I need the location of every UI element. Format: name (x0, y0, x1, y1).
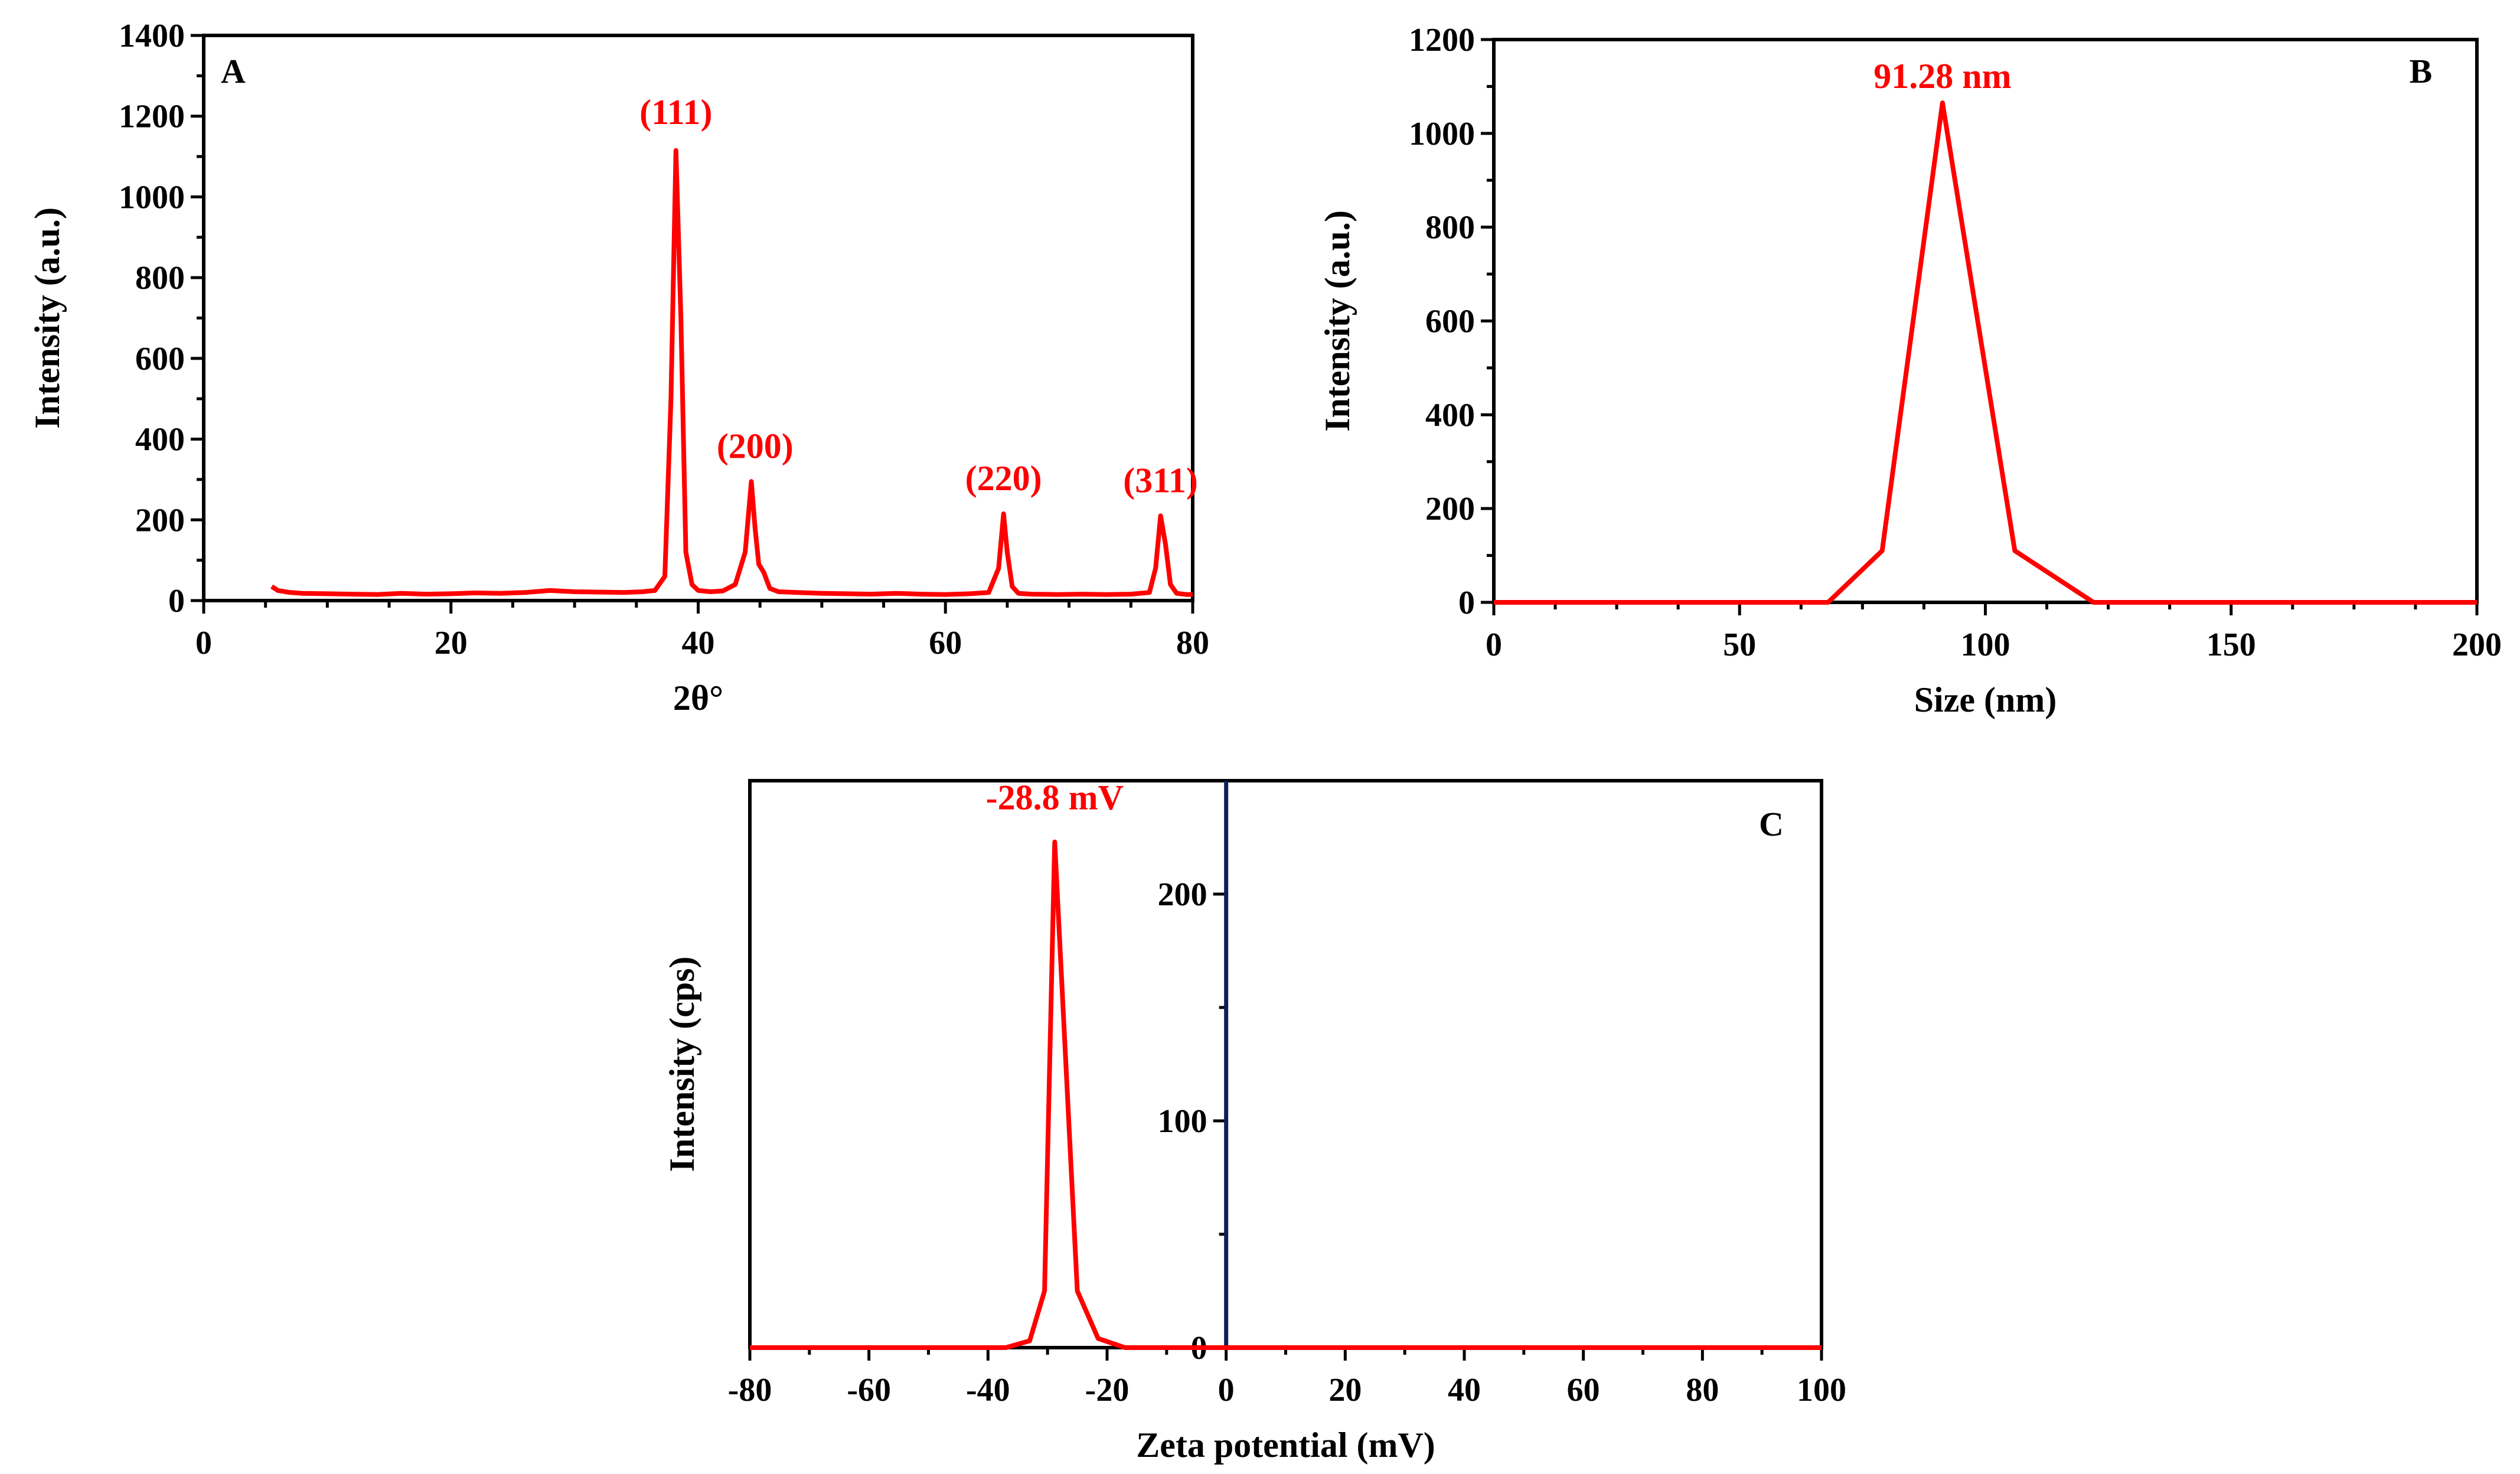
chart-panel-a: 0 20 40 60 800200400600800100012001400(111)(… (28, 18, 1209, 718)
x-tick-label: 80 (1176, 625, 1209, 661)
series-line-zeta (750, 839, 1822, 1350)
chart-panel-b: 0 50 100 150 200 0 200 400 600 800 1000 1200 91.28 n… (1318, 22, 2502, 719)
y-tick-label: 200 (135, 502, 185, 539)
x-tick-label: 100 (1797, 1372, 1846, 1408)
peak-annotation: (111) (639, 93, 712, 132)
x-tick-label: 60 (929, 625, 962, 661)
y-tick-label: 800 (1425, 210, 1475, 246)
peak-annotation: -28.8 mV (986, 778, 1124, 817)
x-tick-label: 60 (1567, 1372, 1600, 1408)
x-tick-label: 100 (1961, 627, 2010, 663)
y-tick-label: 800 (135, 260, 185, 296)
panel-label: C (1759, 805, 1784, 843)
x-tick-label: 20 (435, 625, 468, 661)
y-tick-label: 400 (1425, 397, 1475, 433)
peak-annotation: (200) (717, 426, 794, 465)
y-tick-label: 600 (1425, 304, 1475, 340)
x-axis-title: Size (nm) (1914, 680, 2057, 719)
peak-annotation: (220) (965, 459, 1042, 498)
y-tick-label: 0 (1458, 585, 1475, 621)
y-axis-title: Intensity (a.u.) (1318, 210, 1357, 432)
x-tick-label: 50 (1723, 627, 1756, 663)
x-tick-label: 80 (1686, 1372, 1719, 1408)
plot-frame (1492, 38, 2479, 604)
x-tick-label: -80 (728, 1372, 772, 1408)
x-axis-title: 2θ° (673, 679, 723, 718)
y-tick-label: 1000 (1409, 116, 1475, 152)
y-tick-label: 1400 (119, 18, 185, 54)
x-tick-label: 0 (1218, 1372, 1235, 1408)
y-tick-label: 1200 (1409, 22, 1475, 58)
panel-label: A (221, 52, 246, 90)
y-tick-label: 400 (135, 422, 185, 458)
peak-annotation: (311) (1123, 461, 1198, 500)
peak-annotation: 91.28 nm (1873, 57, 2011, 96)
x-tick-label: 40 (682, 625, 715, 661)
x-tick-label: 150 (2206, 627, 2256, 663)
x-tick-label: 40 (1448, 1372, 1481, 1408)
x-tick-label: -20 (1085, 1372, 1130, 1408)
x-tick-label: 0 (1486, 627, 1502, 663)
y-tick-label: 0 (168, 583, 185, 619)
x-axis-title: Zeta potential (mV) (1136, 1426, 1435, 1465)
y-tick-label: 100 (1158, 1103, 1207, 1140)
y-tick-label: 1000 (119, 179, 185, 216)
y-tick-label: 200 (1158, 876, 1207, 913)
y-tick-label: 200 (1425, 491, 1475, 527)
x-tick-label: 20 (1328, 1372, 1362, 1408)
plot-frame (748, 779, 1823, 1349)
y-tick-label: 600 (135, 341, 185, 377)
series-line-dls (1494, 100, 2477, 605)
y-axis-title: Intensity (a.u.) (28, 207, 67, 429)
panel-label: B (2410, 52, 2433, 90)
y-tick-label: 1200 (119, 99, 185, 135)
x-tick-label: -60 (847, 1372, 891, 1408)
x-tick-label: -40 (966, 1372, 1010, 1408)
y-axis-title: Intensity (cps) (662, 956, 701, 1172)
x-tick-label: 200 (2452, 627, 2502, 663)
x-tick-label: 0 (195, 625, 212, 661)
series-line-xrd (270, 148, 1193, 597)
